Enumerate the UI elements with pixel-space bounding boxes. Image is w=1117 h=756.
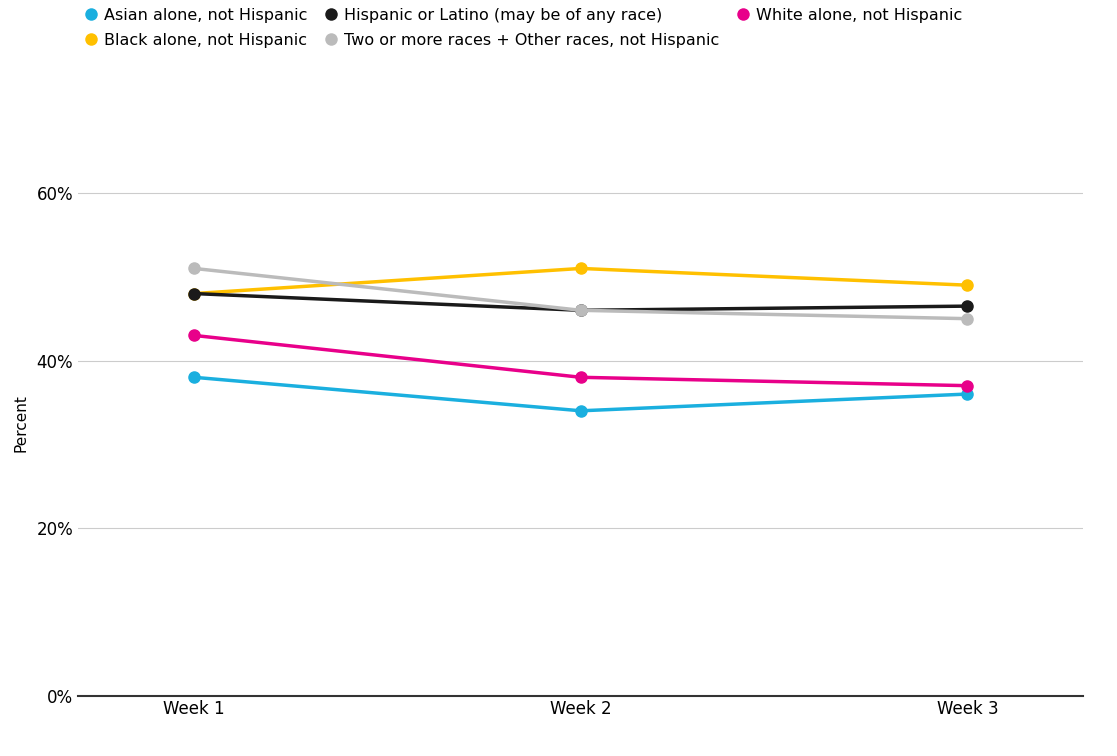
Y-axis label: Percent: Percent	[13, 395, 28, 452]
Legend: Asian alone, not Hispanic, Black alone, not Hispanic, Hispanic or Latino (may be: Asian alone, not Hispanic, Black alone, …	[86, 8, 962, 48]
